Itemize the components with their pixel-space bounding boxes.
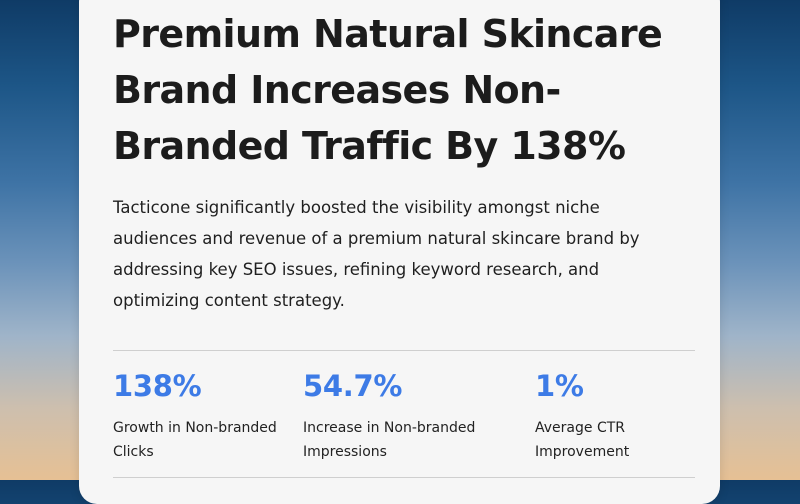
page-title: Premium Natural Skincare Brand Increases… [113,12,663,168]
stat-ctr-improvement: 1% Average CTR Improvement [535,366,685,464]
stat-label-line: Clicks [113,444,154,460]
stat-label-line: Average CTR [535,420,625,436]
stat-nonbranded-clicks: 138% Growth in Non-branded Clicks [113,366,293,464]
stats-divider-top [113,350,695,351]
stat-label: Growth in Non-branded Clicks [113,416,293,464]
stat-label: Average CTR Improvement [535,416,685,464]
stats-divider-bottom [113,477,695,478]
stat-label-line: Growth in Non-branded [113,420,277,436]
stat-value: 1% [535,369,584,403]
stat-label-line: Increase in Non-branded [303,420,476,436]
case-study-card [79,0,720,504]
stat-nonbranded-impressions: 54.7% Increase in Non-branded Impression… [303,366,503,464]
case-study-description: Tacticone significantly boosted the visi… [113,198,640,310]
stat-label-line: Improvement [535,444,630,460]
stat-label: Increase in Non-branded Impressions [303,416,503,464]
stat-label-line: Impressions [303,444,387,460]
stat-value: 138% [113,369,202,403]
stat-value: 54.7% [303,369,403,403]
